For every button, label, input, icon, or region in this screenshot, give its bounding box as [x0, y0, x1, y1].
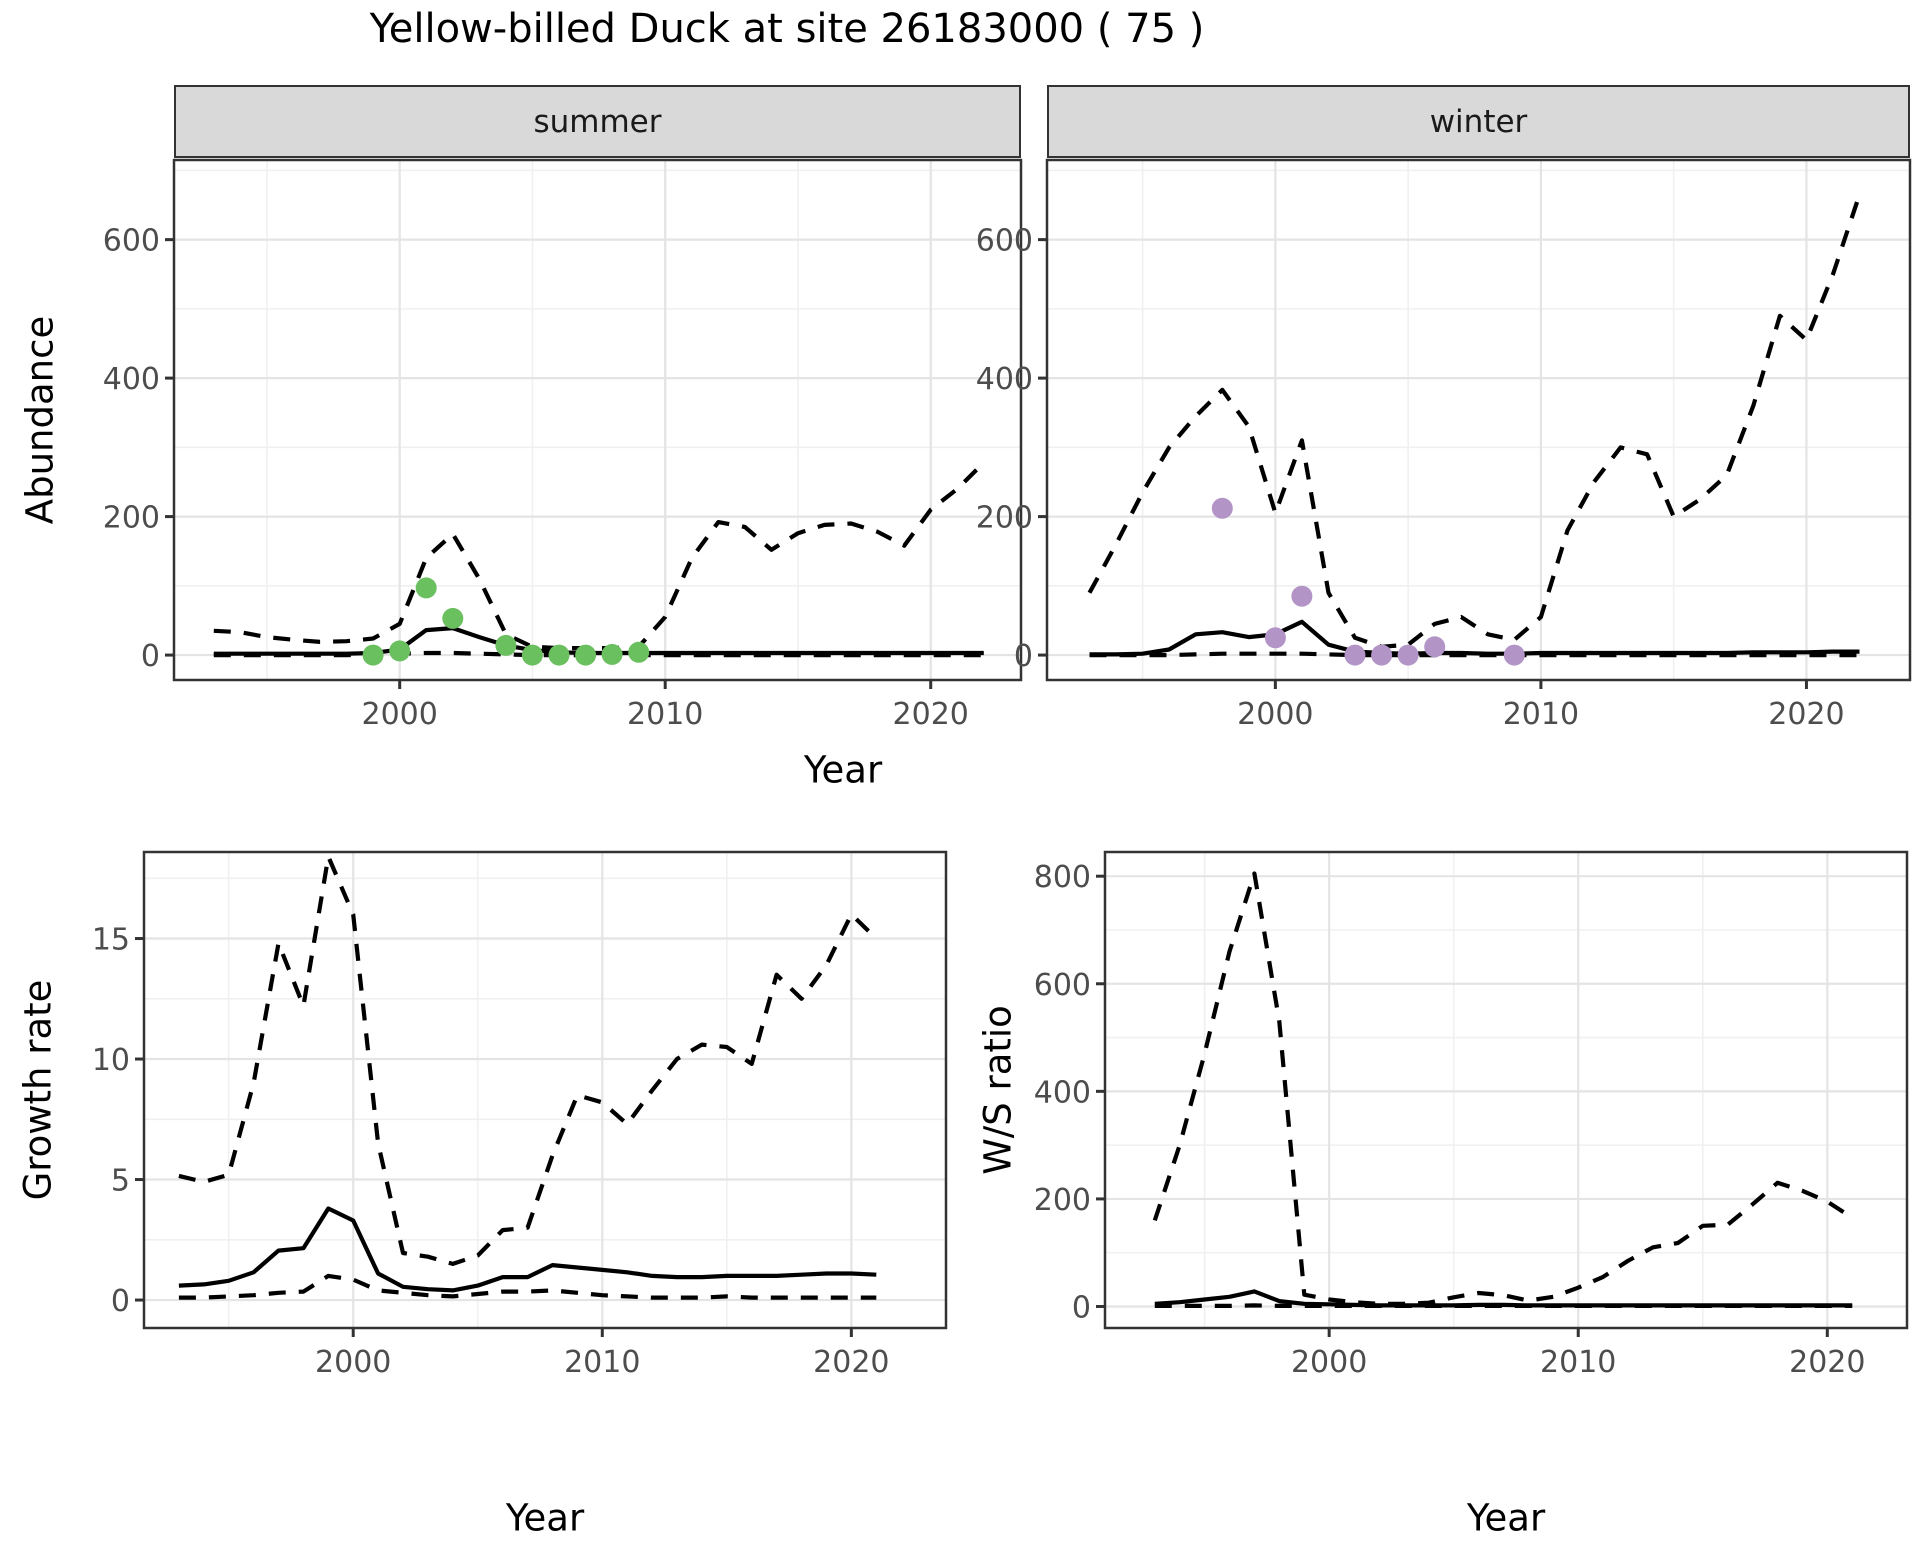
growth-rate-upper-ci-line [178, 854, 878, 1266]
abundance-winter-y-tick-label: 400 [976, 362, 1033, 397]
ws-ratio-y-tick-label: 0 [1072, 1290, 1091, 1325]
abundance-winter-x-tick-label: 2010 [1503, 697, 1579, 732]
abundance-summer-y-tick-label: 0 [141, 639, 160, 674]
abundance-summer-y-tick-label: 200 [103, 501, 160, 536]
ws-ratio-upper-ci-line [1152, 871, 1854, 1306]
growth-rate-border [142, 850, 948, 1330]
facet-strip-summer-label: summer [533, 103, 662, 140]
top-row-x-axis-title: Year [803, 748, 883, 792]
growth-rate-x-tick-label: 2000 [315, 1345, 391, 1380]
abundance-axis-title: Abundance [18, 315, 62, 525]
abundance-summer-panel: 2000 2010 2020 0 200 400 600 [103, 158, 1023, 732]
abundance-summer-median-line [213, 626, 984, 656]
ws-ratio-border [1103, 850, 1909, 1330]
abundance-summer-observed-counts-point [548, 644, 570, 666]
abundance-winter-x-tick-label: 2000 [1237, 697, 1313, 732]
ws-ratio-y-tick-label: 400 [1034, 1075, 1091, 1110]
abundance-winter-observed-counts-point [1397, 644, 1419, 666]
abundance-summer-upper-ci-line [213, 461, 986, 651]
abundance-winter-median-line [1089, 619, 1860, 657]
ws-ratio-x-axis-title: Year [1466, 1496, 1546, 1540]
ws-ratio-x-tick-label: 2000 [1291, 1345, 1367, 1380]
ws-ratio-background [1105, 852, 1907, 1328]
growth-rate-x-axis-title: Year [505, 1496, 585, 1540]
abundance-winter-y-tick-label: 0 [1014, 639, 1033, 674]
abundance-summer-observed-counts-point [495, 634, 517, 656]
abundance-winter-border [1045, 158, 1912, 682]
abundance-winter-observed-counts-point [1264, 627, 1286, 649]
page-title: Yellow-billed Duck at site 26183000 ( 75… [369, 6, 1205, 52]
growth-rate-background [144, 852, 946, 1328]
ws-ratio-x-tick-label: 2020 [1789, 1345, 1865, 1380]
ws-ratio-x-tick-label: 2010 [1540, 1345, 1616, 1380]
abundance-summer-x-tick-label: 2010 [627, 697, 703, 732]
abundance-winter-lower-ci-line [1089, 651, 1860, 658]
abundance-summer-observed-counts-point [389, 640, 411, 662]
abundance-summer-y-tick-label: 400 [103, 362, 160, 397]
growth-rate-panel: 2000 2010 2020 0 5 10 15 [92, 850, 948, 1380]
abundance-winter-observed-counts-point [1503, 644, 1525, 666]
growth-rate-y-tick-label: 0 [111, 1284, 130, 1319]
abundance-summer-observed-counts-point [628, 641, 650, 663]
abundance-winter-observed-counts-point [1424, 636, 1446, 658]
abundance-winter-x-tick-label: 2020 [1768, 697, 1844, 732]
ws-ratio-median-line [1154, 1289, 1853, 1308]
abundance-summer-background [174, 160, 1021, 680]
abundance-summer-observed-counts-point [362, 644, 384, 666]
abundance-winter-observed-counts-point [1371, 644, 1393, 666]
growth-rate-median-line [178, 1206, 877, 1293]
abundance-winter-upper-ci-line [1087, 193, 1862, 649]
ws-ratio-y-tick-label: 600 [1034, 968, 1091, 1003]
ws-ratio-y-tick-label: 800 [1034, 860, 1091, 895]
growth-rate-x-tick-label: 2020 [813, 1345, 889, 1380]
abundance-winter-y-tick-label: 600 [976, 224, 1033, 259]
abundance-summer-border [172, 158, 1023, 682]
abundance-summer-observed-counts-point [575, 644, 597, 666]
growth-rate-x-tick-label: 2010 [564, 1345, 640, 1380]
abundance-winter-y-tick-label: 200 [976, 501, 1033, 536]
abundance-summer-observed-counts-point [521, 644, 543, 666]
growth-rate-y-tick-label: 5 [111, 1164, 130, 1199]
growth-rate-y-tick-label: 15 [92, 923, 130, 958]
abundance-summer-observed-counts-point [601, 643, 623, 665]
abundance-winter-background [1047, 160, 1910, 680]
facet-strip-winter: winter [1047, 85, 1910, 158]
abundance-winter-observed-counts-point [1291, 585, 1313, 607]
abundance-summer-x-tick-label: 2000 [362, 697, 438, 732]
abundance-summer-observed-counts-point [415, 577, 437, 599]
growth-rate-y-tick-label: 10 [92, 1043, 130, 1078]
abundance-winter-panel: 2000 2010 2020 0 200 400 600 [976, 158, 1912, 732]
ws-ratio-panel: 2000 2010 2020 0 200 400 600 800 [1034, 850, 1909, 1380]
abundance-winter-observed-counts-point [1211, 497, 1233, 519]
facet-strip-winter-label: winter [1429, 103, 1528, 140]
abundance-summer-y-tick-label: 600 [103, 224, 160, 259]
growth-rate-axis-title: Growth rate [16, 979, 60, 1201]
abundance-summer-observed-counts-point [442, 607, 464, 629]
facet-strip-summer: summer [174, 85, 1021, 158]
abundance-summer-x-tick-label: 2020 [893, 697, 969, 732]
abundance-winter-observed-counts-point [1344, 644, 1366, 666]
ws-ratio-axis-title: W/S ratio [976, 1005, 1020, 1175]
ws-ratio-y-tick-label: 200 [1034, 1183, 1091, 1218]
